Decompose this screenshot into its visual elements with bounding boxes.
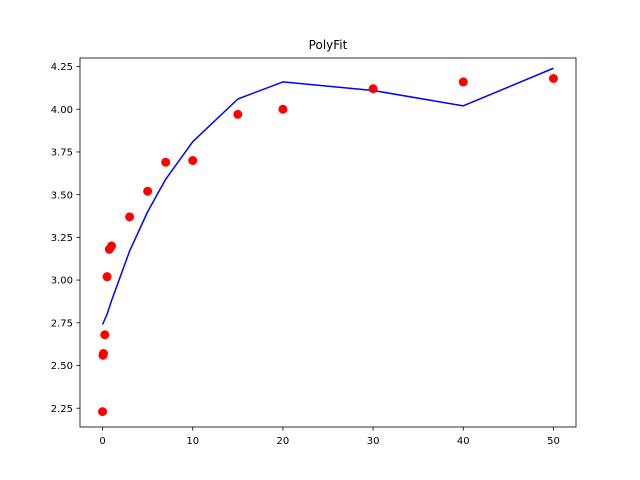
series-layer [98,67,558,417]
y-tick-label: 3.25 [51,233,73,244]
data-point [278,104,288,114]
y-tick-label: 3.00 [51,276,73,287]
x-tick-label: 40 [457,436,470,447]
data-point [233,109,243,119]
x-tick-label: 30 [367,436,380,447]
y-tick-label: 4.25 [51,62,73,73]
y-tick-label: 2.25 [51,404,73,415]
data-point [188,156,198,165]
data-point [368,84,378,94]
data-point [107,241,117,251]
y-tick-label: 2.50 [51,361,73,372]
data-point [98,349,108,359]
y-tick-label: 4.00 [51,105,73,116]
data-point [548,74,558,83]
data-point [161,157,171,167]
plot-frame [79,57,577,428]
data-point [98,407,108,417]
data-point [458,77,468,87]
y-tick-label: 3.50 [51,190,73,201]
x-tick-label: 0 [99,436,105,447]
plot-area [80,58,576,427]
y-tick-label: 3.75 [51,148,73,159]
data-point [143,186,153,196]
data-point [100,330,110,340]
x-tick-label: 10 [186,436,199,447]
data-point [125,212,135,222]
data-point [102,272,112,282]
y-axis: 2.25 2.50 2.75 3.00 3.25 3.50 3.75 4.00 4.25 [51,62,80,415]
x-tick-label: 20 [277,436,290,447]
chart-title: PolyFit [309,38,348,52]
fit-line [101,67,554,325]
y-tick-label: 2.75 [51,318,73,329]
x-tick-label: 50 [547,436,560,447]
x-axis: 0 10 20 30 40 50 [99,427,560,447]
